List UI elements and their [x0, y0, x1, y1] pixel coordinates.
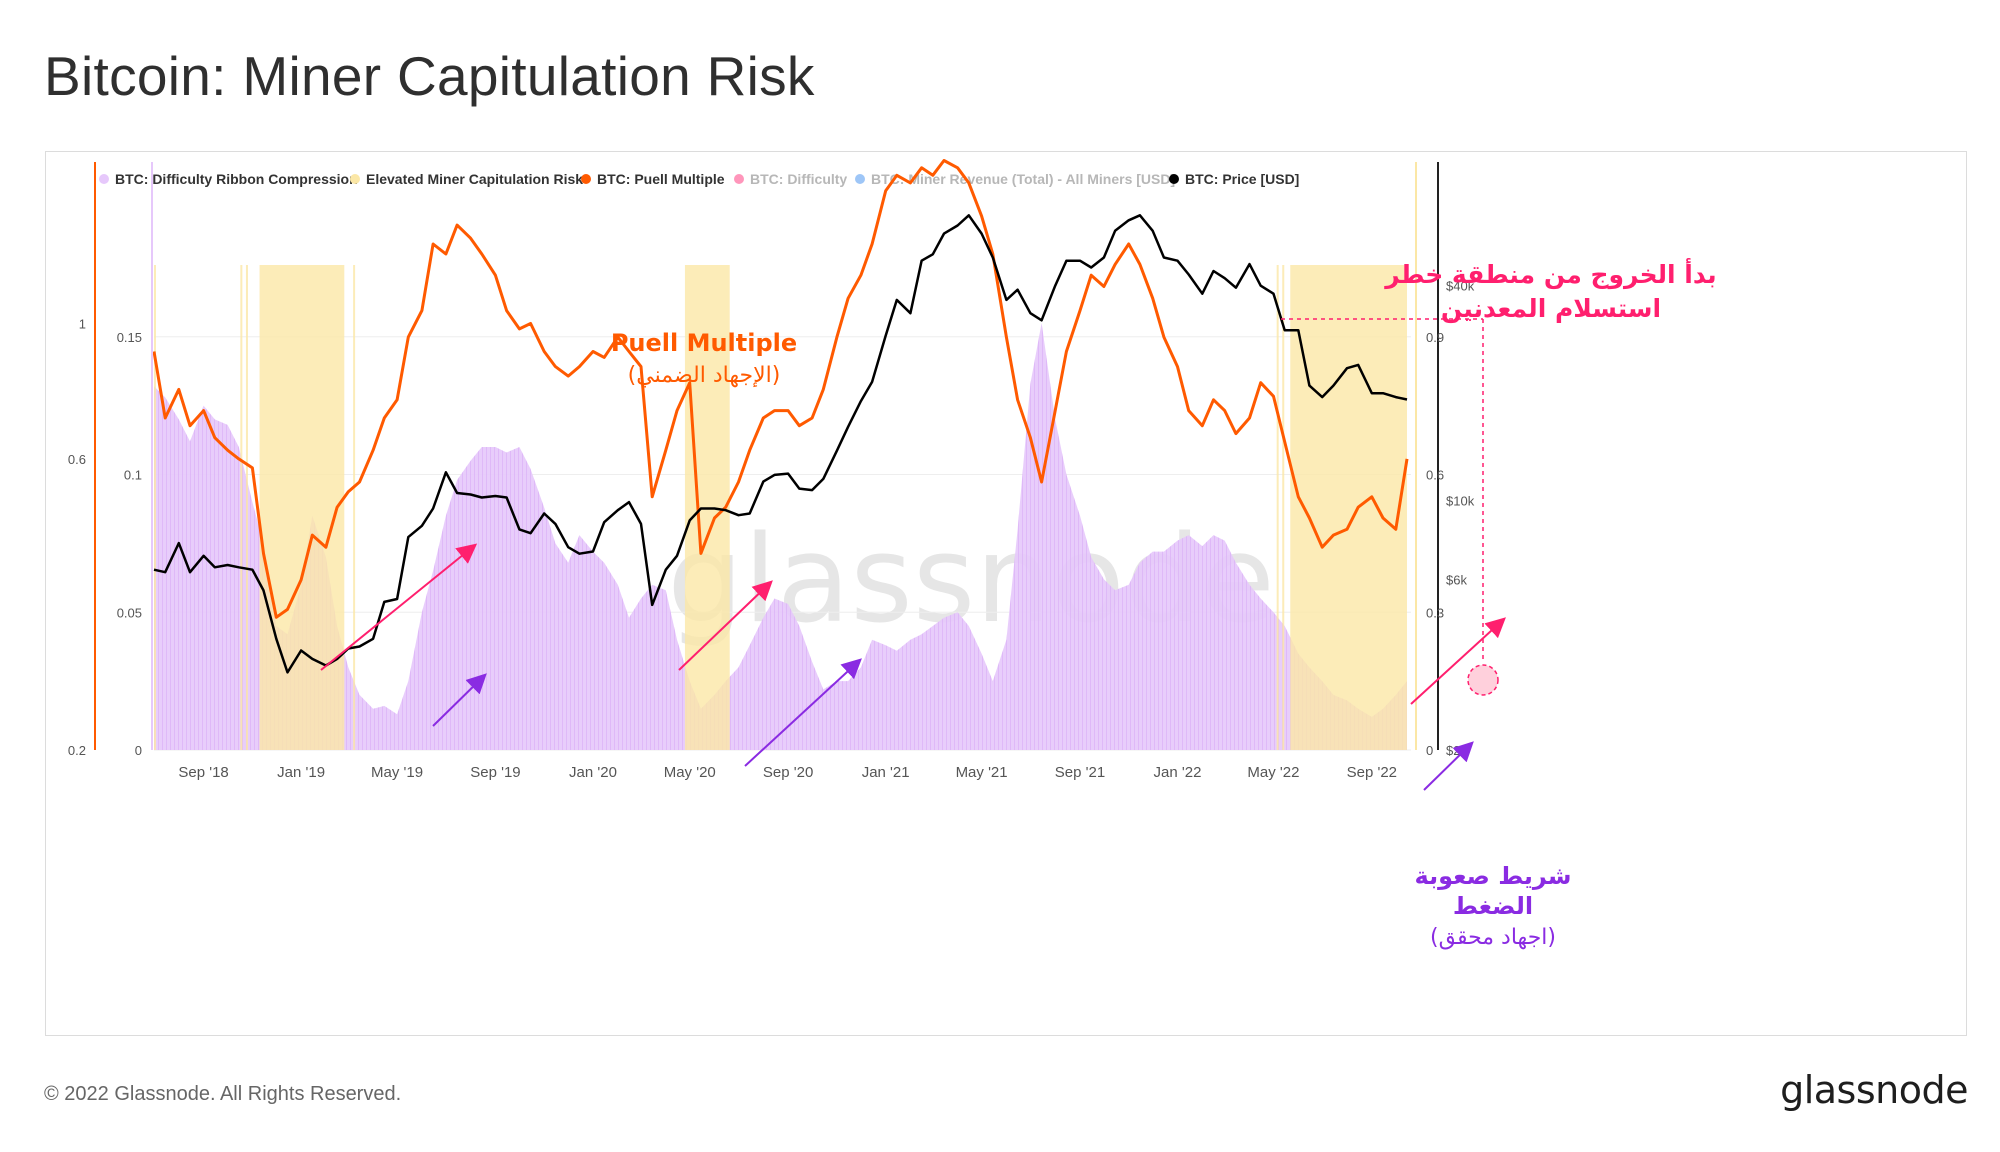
exit-marker-circle — [1467, 664, 1499, 696]
axes: 0.20.6100.050.10.1500.30.60.9$2k$6k$10k$… — [68, 162, 1475, 781]
copyright-text: © 2022 Glassnode. All Rights Reserved. — [44, 1083, 402, 1105]
price-axis-tick-1: $6k — [1446, 573, 1467, 588]
puell-line — [152, 159, 1409, 619]
ribbon-right-axis-tick-1: 0.3 — [1426, 605, 1444, 620]
x-axis-tick-12: Sep '22 — [1347, 764, 1397, 781]
ribbon-area — [154, 323, 1407, 750]
capitulation-band-3 — [259, 265, 345, 750]
ribbon-left-axis-tick-2: 0.1 — [124, 468, 142, 483]
trend-arrow-2 — [678, 580, 773, 671]
x-axis-tick-11: May '22 — [1247, 764, 1299, 781]
legend-label-1: Elevated Miner Capitulation Risk — [366, 171, 583, 187]
glassnode-logo: glassnode — [1780, 1068, 1968, 1112]
x-axis-tick-8: May '21 — [956, 764, 1008, 781]
ribbon-area-stripes — [154, 323, 1407, 750]
chart-svg: BTC: Difficulty Ribbon Compression Elevat… — [68, 159, 1717, 950]
x-axis-tick-1: Jan '19 — [277, 764, 325, 781]
legend-swatch-2 — [581, 174, 591, 184]
legend-label-4: BTC: Miner Revenue (Total) - All Miners … — [871, 171, 1175, 187]
puell-multiple-line — [152, 159, 1409, 619]
chart-panel: BTC: Difficulty Ribbon Compression Elevat… — [45, 151, 1967, 1036]
capitulation-band-6 — [1276, 265, 1279, 750]
trend-arrow-5 — [1423, 741, 1474, 791]
capitulation-band-0 — [154, 265, 156, 750]
x-axis-tick-9: Sep '21 — [1055, 764, 1105, 781]
puell-subtitle-annotation: (الإجهاد الضمني) — [628, 363, 781, 388]
legend-swatch-5 — [1169, 174, 1179, 184]
puell-axis-tick-2: 1 — [79, 317, 86, 332]
trend-arrow-1 — [432, 673, 487, 727]
capitulation-band-7 — [1282, 265, 1285, 750]
x-axis-tick-4: Jan '20 — [569, 764, 617, 781]
trend-arrow-3 — [744, 658, 862, 767]
legend-swatch-0 — [99, 174, 109, 184]
capitulation-band-8 — [1290, 265, 1408, 750]
x-axis-tick-2: May '19 — [371, 764, 423, 781]
capitulation-band-4 — [353, 265, 356, 750]
legend-swatch-1 — [350, 174, 360, 184]
ribbon-annotation-line1: شريط صعوبة — [1415, 862, 1572, 890]
ribbon-right-axis-tick-0: 0 — [1426, 743, 1433, 758]
x-axis-tick-7: Jan '21 — [862, 764, 910, 781]
trend-arrows — [320, 318, 1506, 791]
exit-annotation-line1: بدأ الخروج من منطقة خطر — [1383, 258, 1716, 290]
legend: BTC: Difficulty Ribbon Compression Elevat… — [99, 171, 1299, 187]
exit-annotation-line2: استسلام المعدنين — [1441, 294, 1661, 324]
capitulation-band-1 — [240, 265, 243, 750]
legend-label-2: BTC: Puell Multiple — [597, 171, 725, 187]
price-line — [153, 214, 1408, 674]
page-title: Bitcoin: Miner Capitulation Risk — [44, 45, 815, 107]
ribbon-left-axis-tick-1: 0.05 — [117, 605, 142, 620]
ribbon-right-axis-tick-3: 0.9 — [1426, 330, 1444, 345]
puell-axis-tick-1: 0.6 — [68, 452, 86, 467]
ribbon-left-axis-tick-0: 0 — [135, 743, 142, 758]
capitulation-band-2 — [245, 265, 248, 750]
legend-label-3: BTC: Difficulty — [750, 171, 847, 187]
x-axis-tick-6: Sep '20 — [763, 764, 813, 781]
x-axis-tick-0: Sep '18 — [178, 764, 228, 781]
trend-arrow-4 — [1410, 617, 1506, 705]
legend-swatch-4 — [855, 174, 865, 184]
ribbon-annotation-line3: (اجهاد محقق) — [1430, 925, 1556, 950]
ribbon-left-axis-tick-3: 0.15 — [117, 330, 142, 345]
ribbon-annotation-line2: الضغط — [1453, 892, 1533, 920]
annotations: Puell Multiple (الإجهاد الضمني) بدأ الخروج… — [611, 258, 1717, 950]
legend-label-5: BTC: Price [USD] — [1185, 171, 1299, 187]
ribbon-right-axis-tick-2: 0.6 — [1426, 468, 1444, 483]
x-axis-tick-5: May '20 — [664, 764, 716, 781]
legend-swatch-3 — [734, 174, 744, 184]
btc-price-line — [153, 214, 1408, 674]
trend-arrow-0 — [320, 543, 478, 671]
x-axis-tick-10: Jan '22 — [1154, 764, 1202, 781]
price-axis-tick-2: $10k — [1446, 494, 1475, 509]
price-axis-tick-3: $40k — [1446, 279, 1475, 294]
legend-label-0: BTC: Difficulty Ribbon Compression — [115, 171, 358, 187]
puell-axis-tick-0: 0.2 — [68, 743, 86, 758]
x-axis-tick-3: Sep '19 — [470, 764, 520, 781]
puell-title-annotation: Puell Multiple — [611, 329, 797, 357]
